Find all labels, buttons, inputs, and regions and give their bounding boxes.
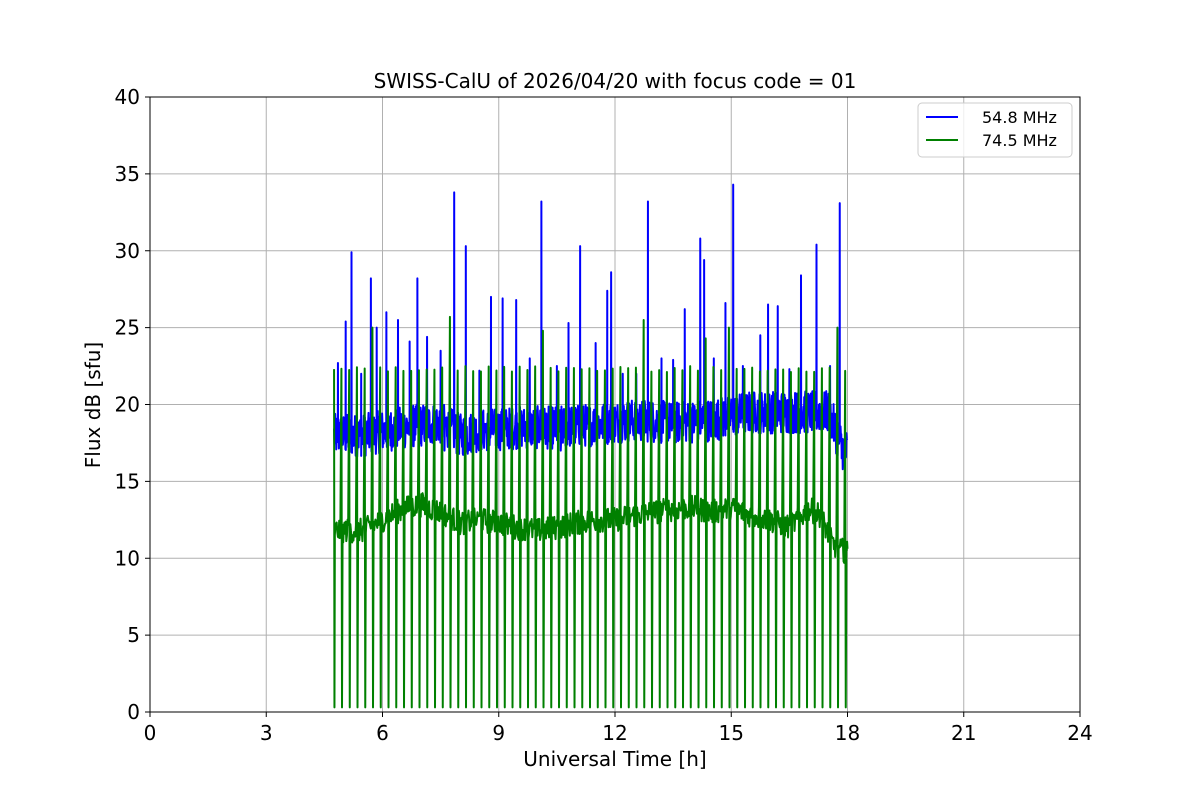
x-axis: 0 3 6 9 12 15 18 21 24	[144, 712, 1093, 745]
x-tick-label: 6	[376, 721, 389, 745]
series-layer	[333, 183, 849, 709]
x-tick-label: 9	[492, 721, 505, 745]
x-tick-label: 24	[1067, 721, 1092, 745]
legend: 54.8 MHz 74.5 MHz	[917, 102, 1073, 158]
y-tick-label: 30	[115, 239, 140, 263]
x-axis-label: Universal Time [h]	[523, 747, 706, 771]
legend-label-74-5: 74.5 MHz	[982, 131, 1057, 150]
y-tick-label: 15	[115, 469, 140, 493]
y-tick-label: 35	[115, 162, 140, 186]
y-tick-label: 5	[127, 623, 140, 647]
series-line-74-5	[333, 315, 849, 709]
y-axis-label: Flux dB [sfu]	[81, 342, 105, 468]
y-tick-label: 25	[115, 316, 140, 340]
x-tick-label: 15	[719, 721, 744, 745]
legend-label-54-8: 54.8 MHz	[982, 108, 1057, 127]
y-tick-label: 0	[127, 700, 140, 724]
x-tick-label: 18	[835, 721, 860, 745]
x-tick-label: 3	[260, 721, 273, 745]
y-tick-label: 40	[115, 85, 140, 109]
y-tick-label: 10	[115, 546, 140, 570]
plot-area	[333, 183, 849, 709]
y-tick-label: 20	[115, 393, 140, 417]
x-tick-label: 21	[951, 721, 976, 745]
chart-title: SWISS-CalU of 2026/04/20 with focus code…	[374, 69, 857, 93]
x-tick-label: 12	[602, 721, 627, 745]
x-tick-label: 0	[144, 721, 157, 745]
y-axis: 0 5 10 15 20 25 30 35 40	[115, 85, 150, 724]
